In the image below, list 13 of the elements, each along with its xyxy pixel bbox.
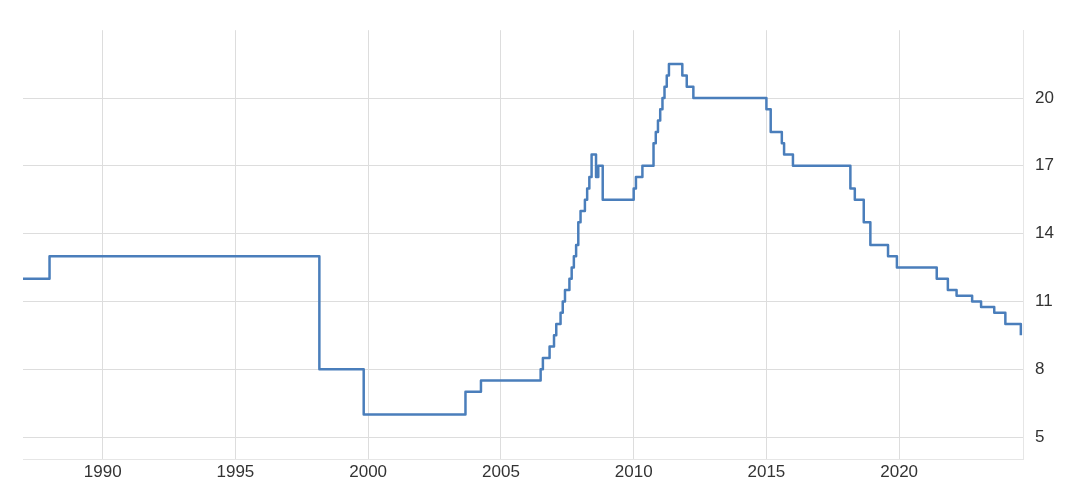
y-tick-label: 11 xyxy=(1035,291,1053,311)
y-tick-label: 20 xyxy=(1035,87,1055,107)
y-tick-label: 5 xyxy=(1035,426,1045,446)
x-tick-label: 2000 xyxy=(349,462,388,482)
x-tick-label: 1995 xyxy=(216,462,255,482)
x-tick-label: 2020 xyxy=(880,462,919,482)
y-tick-label: 14 xyxy=(1035,223,1055,243)
y-tick-label: 8 xyxy=(1035,358,1045,378)
y-tick-label: 17 xyxy=(1035,155,1055,175)
x-tick-label: 2010 xyxy=(614,462,653,482)
x-tick-label: 1990 xyxy=(83,462,122,482)
x-tick-label: 2015 xyxy=(747,462,786,482)
x-tick-label: 2005 xyxy=(482,462,520,482)
